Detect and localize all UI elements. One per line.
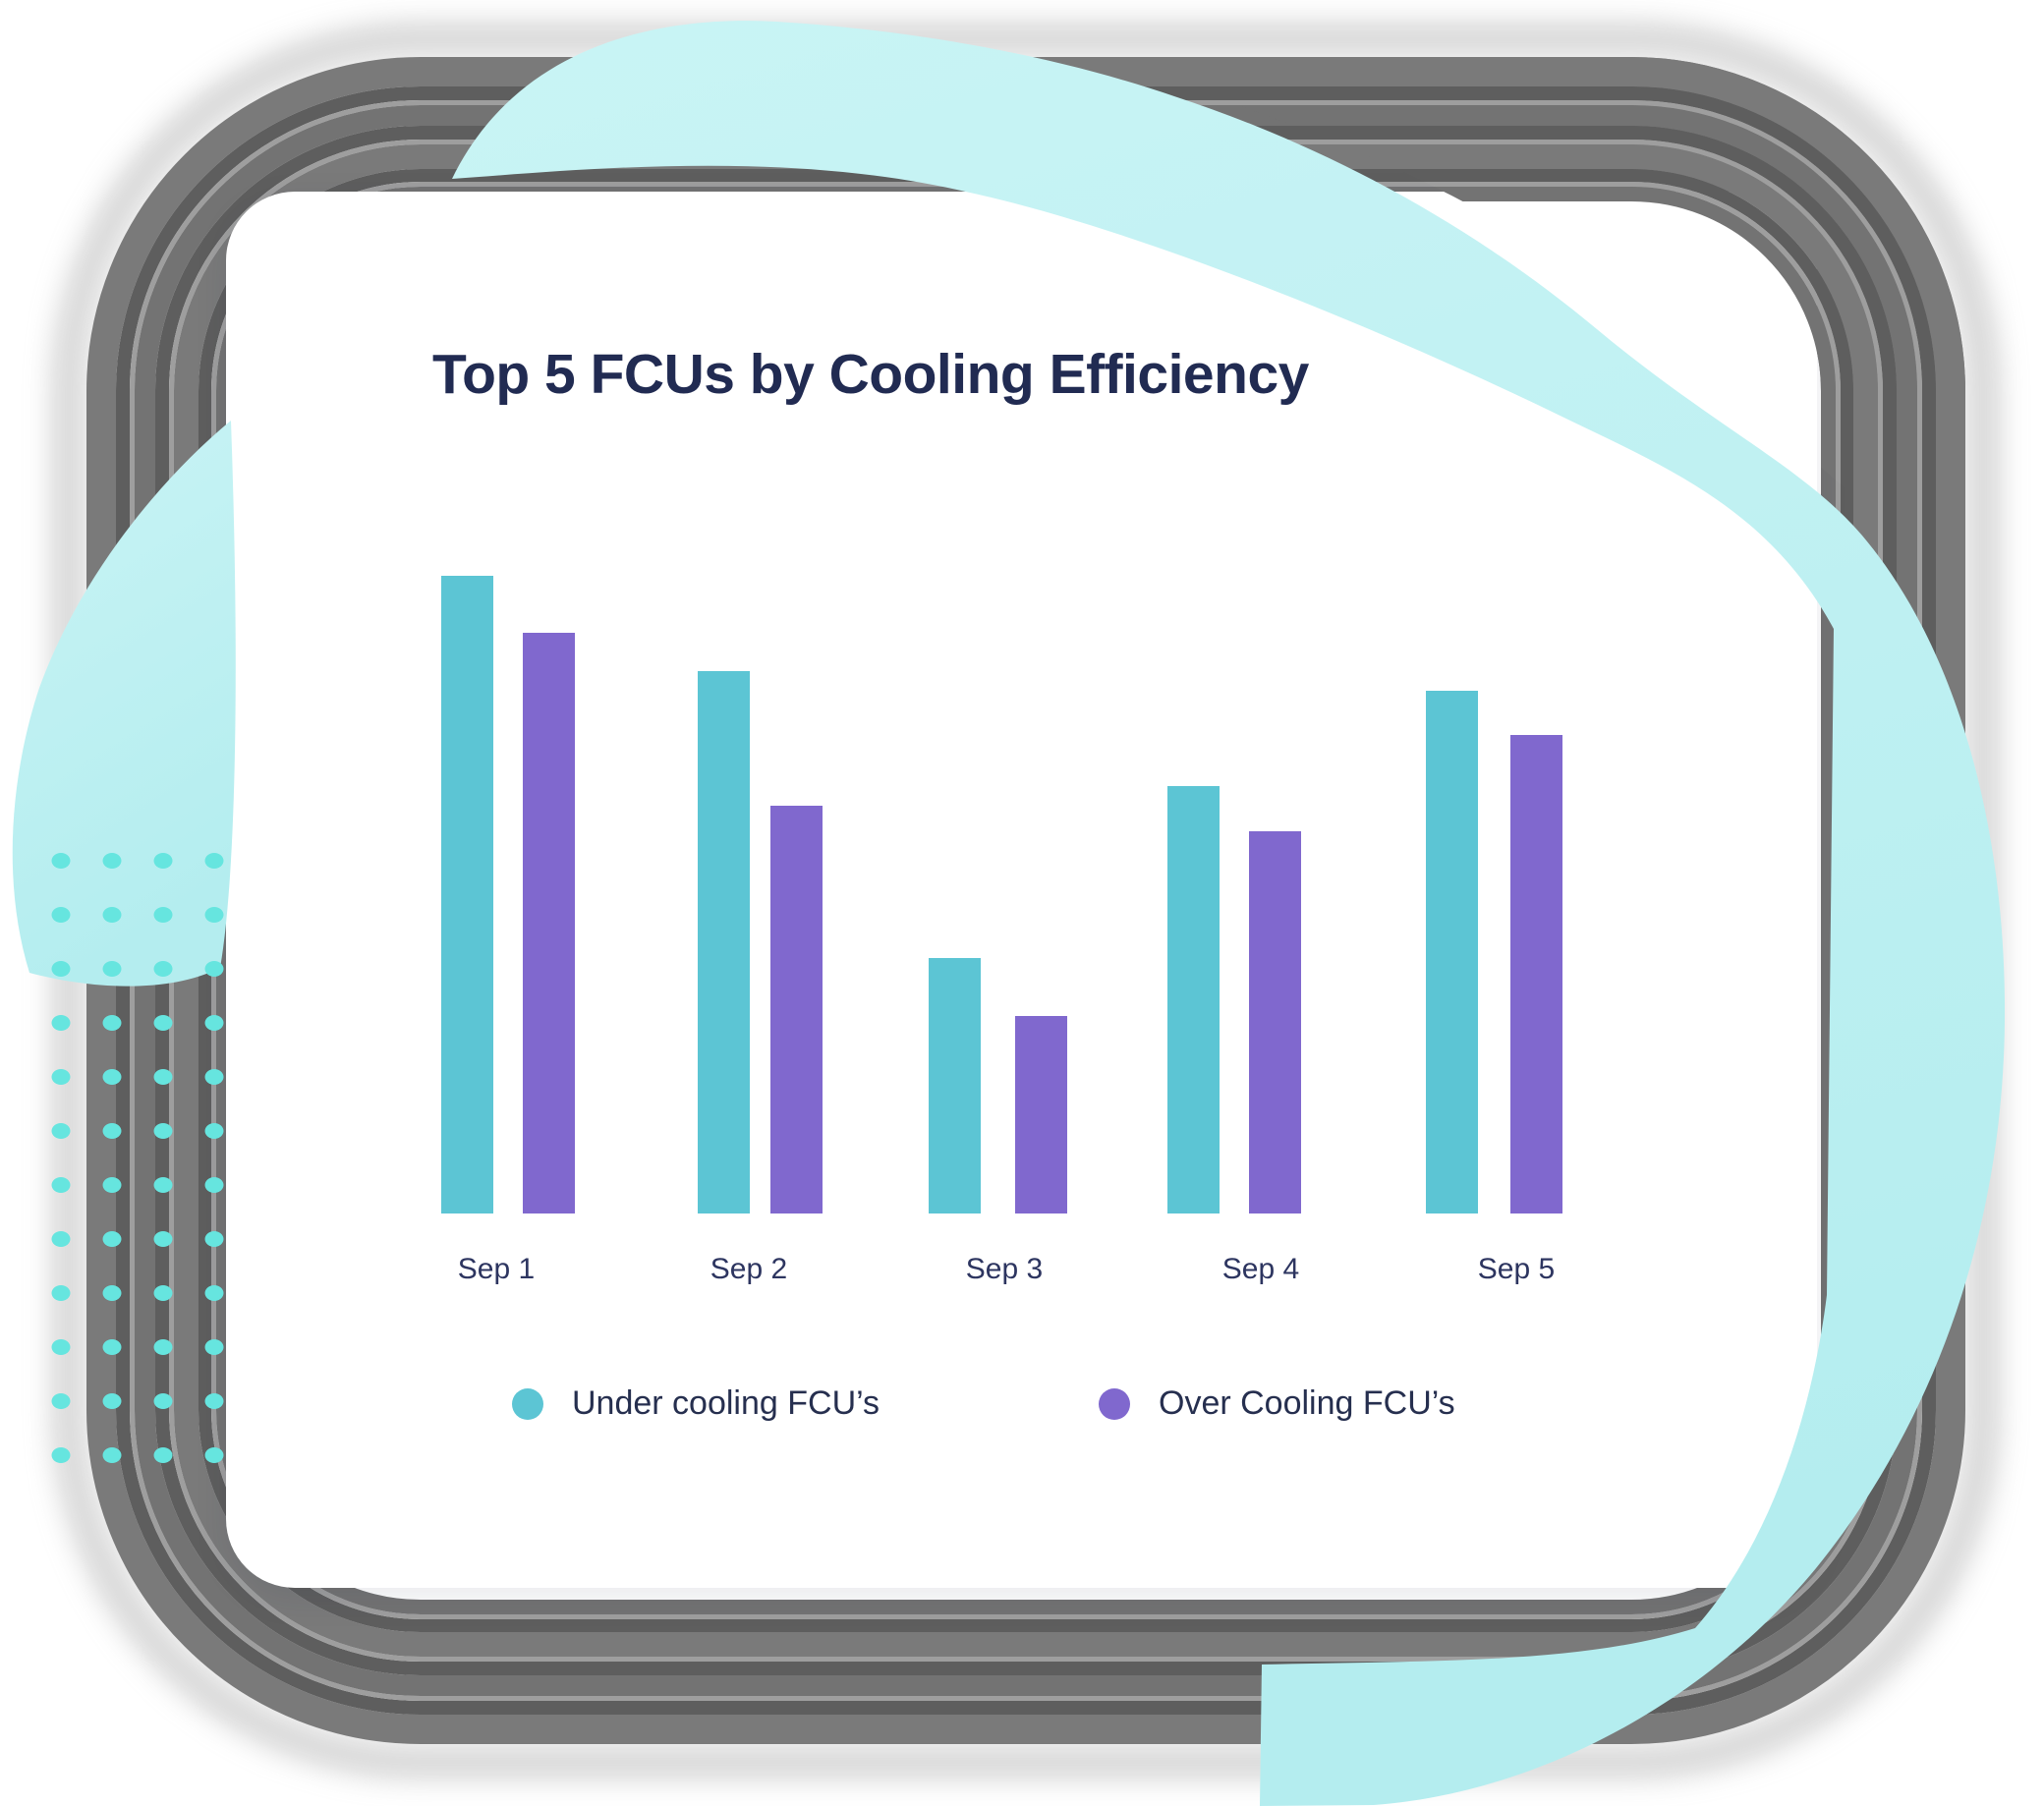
dot-icon bbox=[153, 1177, 173, 1193]
dot-icon bbox=[153, 1339, 173, 1355]
dot-icon bbox=[204, 961, 224, 977]
dot-icon bbox=[153, 1393, 173, 1409]
dot-icon bbox=[51, 853, 71, 869]
dot-icon bbox=[204, 1393, 224, 1409]
dot-icon bbox=[153, 1123, 173, 1139]
dot-icon bbox=[204, 1231, 224, 1247]
dot-icon bbox=[204, 1069, 224, 1085]
dot-icon bbox=[102, 1231, 122, 1247]
x-axis-label: Sep 2 bbox=[710, 1253, 788, 1285]
dot-icon bbox=[51, 1231, 71, 1247]
legend-label-under-cooling: Under cooling FCU’s bbox=[572, 1384, 880, 1422]
dot-icon bbox=[204, 907, 224, 923]
dot-icon bbox=[51, 1285, 71, 1301]
x-axis-label: Sep 1 bbox=[457, 1253, 536, 1285]
dot-icon bbox=[51, 1069, 71, 1085]
dot-icon bbox=[204, 1447, 224, 1463]
bar-under-cooling-sep-2 bbox=[698, 671, 750, 1213]
dot-icon bbox=[51, 961, 71, 977]
legend-dot-under-cooling-icon bbox=[512, 1387, 543, 1420]
dot-icon bbox=[204, 1123, 224, 1139]
dot-icon bbox=[153, 907, 173, 923]
dot-icon bbox=[153, 853, 173, 869]
dot-icon bbox=[204, 853, 224, 869]
dots-pattern bbox=[51, 853, 224, 1463]
bar-under-cooling-sep-1 bbox=[441, 576, 493, 1213]
dot-icon bbox=[204, 1285, 224, 1301]
bar-over-cooling-sep-5 bbox=[1510, 735, 1562, 1213]
dot-icon bbox=[102, 1069, 122, 1085]
dot-icon bbox=[51, 1339, 71, 1355]
dot-icon bbox=[102, 1285, 122, 1301]
bar-over-cooling-sep-1 bbox=[523, 633, 575, 1213]
legend-item-under-cooling: Under cooling FCU’s bbox=[512, 1384, 880, 1423]
bar-under-cooling-sep-3 bbox=[929, 958, 981, 1213]
dot-icon bbox=[102, 1123, 122, 1139]
dot-icon bbox=[51, 1015, 71, 1031]
dot-icon bbox=[102, 1015, 122, 1031]
dot-icon bbox=[204, 1177, 224, 1193]
plot-area: Sep 1 Sep 2 Sep 3 Sep 4 Sep 5 bbox=[226, 192, 1817, 1588]
dot-icon bbox=[51, 1447, 71, 1463]
x-axis-label: Sep 4 bbox=[1221, 1253, 1300, 1285]
legend-item-over-cooling: Over Cooling FCU’s bbox=[1099, 1384, 1455, 1423]
bar-under-cooling-sep-5 bbox=[1426, 691, 1478, 1213]
dot-icon bbox=[102, 907, 122, 923]
dot-icon bbox=[153, 1069, 173, 1085]
dot-icon bbox=[102, 961, 122, 977]
dot-icon bbox=[102, 1393, 122, 1409]
dot-icon bbox=[51, 1177, 71, 1193]
legend-dot-over-cooling-icon bbox=[1099, 1387, 1130, 1420]
x-axis-label: Sep 3 bbox=[965, 1253, 1044, 1285]
dot-icon bbox=[153, 1231, 173, 1247]
blob-shape-left bbox=[12, 421, 236, 987]
dot-icon bbox=[51, 1123, 71, 1139]
dot-icon bbox=[51, 907, 71, 923]
dot-icon bbox=[204, 1015, 224, 1031]
dot-icon bbox=[51, 1393, 71, 1409]
bar-over-cooling-sep-3 bbox=[1015, 1016, 1067, 1213]
dot-icon bbox=[102, 1339, 122, 1355]
chart-card: Top 5 FCUs by Cooling Efficiency Sep 1 Se… bbox=[226, 192, 1817, 1588]
dot-icon bbox=[102, 1177, 122, 1193]
dot-icon bbox=[153, 1285, 173, 1301]
dot-icon bbox=[153, 1015, 173, 1031]
x-axis-label: Sep 5 bbox=[1477, 1253, 1556, 1285]
dot-icon bbox=[102, 1447, 122, 1463]
dot-icon bbox=[204, 1339, 224, 1355]
dot-icon bbox=[153, 1447, 173, 1463]
dot-icon bbox=[102, 853, 122, 869]
dot-icon bbox=[153, 961, 173, 977]
legend-label-over-cooling: Over Cooling FCU’s bbox=[1159, 1384, 1455, 1422]
bar-over-cooling-sep-4 bbox=[1249, 831, 1301, 1213]
bar-over-cooling-sep-2 bbox=[770, 806, 823, 1213]
bar-under-cooling-sep-4 bbox=[1167, 786, 1220, 1213]
